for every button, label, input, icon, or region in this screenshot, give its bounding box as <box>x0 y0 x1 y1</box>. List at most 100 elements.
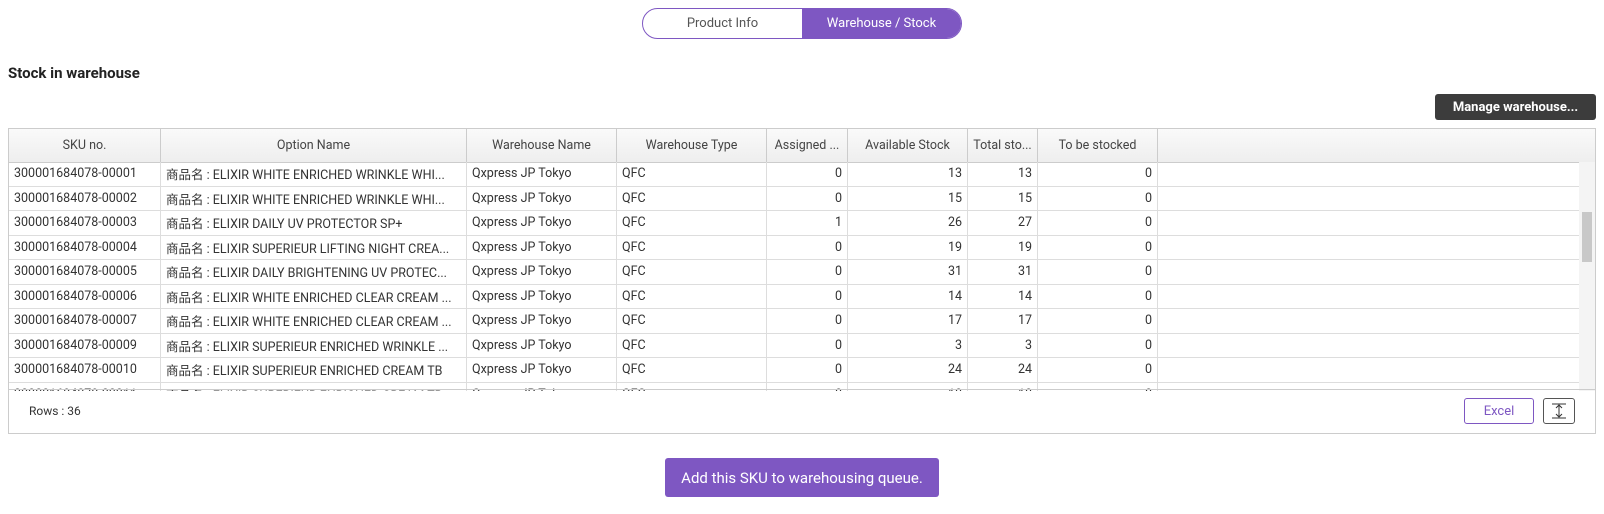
row-count: Rows : 36 <box>29 404 81 418</box>
table-cell: 0 <box>767 333 848 357</box>
table-cell: 0 <box>1038 162 1158 186</box>
table-cell: 10 <box>968 382 1038 391</box>
data-grid: SKU no. Option Name Warehouse Name Warehous… <box>8 128 1596 434</box>
table-cell: 24 <box>968 358 1038 382</box>
table-cell: QFC <box>617 162 767 186</box>
scroll-thumb[interactable] <box>1582 212 1592 262</box>
grid-footer: Rows : 36 Excel <box>9 389 1595 433</box>
table-cell: 31 <box>968 260 1038 284</box>
table-cell: 商品名 : ELIXIR SUPERIEUR ENRICHED WRINKLE … <box>161 333 467 357</box>
table-cell: 14 <box>848 284 968 308</box>
table-cell: 0 <box>767 284 848 308</box>
table-cell: 0 <box>1038 382 1158 391</box>
table-cell: 17 <box>848 309 968 333</box>
table-cell: 24 <box>848 358 968 382</box>
table-row: 300001684078-00002 商品名 : ELIXIR WHITE ENR… <box>9 186 1595 211</box>
icon-button[interactable] <box>1543 398 1575 424</box>
table-cell: 商品名 : ELIXIR WHITE ENRICHED CLEAR CREAM … <box>161 284 467 308</box>
table-cell: 15 <box>968 186 1038 210</box>
table-cell: 300001684078-00011 <box>9 382 161 391</box>
table-cell: Qxpress JP Tokyo <box>467 260 617 284</box>
table-row: 300001684078-00007 商品名 : ELIXIR WHITE ENR… <box>9 309 1595 334</box>
table-cell: 0 <box>767 260 848 284</box>
table-cell: QFC <box>617 235 767 259</box>
table-cell: QFC <box>617 284 767 308</box>
table-cell: 300001684078-00010 <box>9 358 161 382</box>
table-cell: 300001684078-00007 <box>9 309 161 333</box>
table-cell: 10 <box>848 382 968 391</box>
table-cell: 1 <box>767 211 848 235</box>
button[interactable]: Excel <box>1464 398 1534 424</box>
table-cell: Qxpress JP Tokyo <box>467 358 617 382</box>
table-cell: 300001684078-00005 <box>9 260 161 284</box>
button[interactable]: Add this SKU to warehousing queue. <box>665 458 939 497</box>
table-cell: 0 <box>767 162 848 186</box>
table-cell: 0 <box>1038 284 1158 308</box>
table-cell: 300001684078-00001 <box>9 162 161 186</box>
tab[interactable]: Product Info <box>686 16 759 31</box>
table-row: 300001684078-00006 商品名 : ELIXIR WHITE ENR… <box>9 284 1595 309</box>
table-row: 300001684078-00010 商品名 : ELIXIR SUPERIEUR… <box>9 358 1595 383</box>
column-header: SKU no. <box>9 129 161 162</box>
table-cell: QFC <box>617 358 767 382</box>
column-header: To be stocked <box>1038 129 1158 162</box>
table-cell: 19 <box>848 235 968 259</box>
table-cell: 3 <box>968 333 1038 357</box>
table-cell: 300001684078-00003 <box>9 211 161 235</box>
column-header: Total sto... <box>968 129 1038 162</box>
section-title: Stock in warehouse <box>8 64 140 82</box>
table-cell: Qxpress JP Tokyo <box>467 162 617 186</box>
icon <box>1552 403 1566 419</box>
table-cell: 3 <box>848 333 968 357</box>
table-cell: 13 <box>848 162 968 186</box>
table-cell: QFC <box>617 260 767 284</box>
table-cell: 31 <box>848 260 968 284</box>
table-cell: 商品名 : ELIXIR WHITE ENRICHED WRINKLE WHI.… <box>161 186 467 210</box>
table-row: 300001684078-00009 商品名 : ELIXIR SUPERIEUR… <box>9 333 1595 358</box>
table-cell: 商品名 : ELIXIR SUPERIEUR ENRICHED CREAM TB <box>161 358 467 382</box>
column-header: Assigned ... <box>767 129 848 162</box>
table-cell: 13 <box>968 162 1038 186</box>
table-cell: 商品名 : ELIXIR DAILY BRIGHTENING UV PROTEC… <box>161 260 467 284</box>
table-cell: QFC <box>617 333 767 357</box>
column-header: Warehouse Type <box>617 129 767 162</box>
table-cell: 0 <box>1038 333 1158 357</box>
table-cell: 商品名 : ELIXIR SUPERIEUR LIFTING NIGHT CRE… <box>161 235 467 259</box>
table-cell: Qxpress JP Tokyo <box>467 211 617 235</box>
table-cell: 0 <box>767 186 848 210</box>
column-header: Warehouse Name <box>467 129 617 162</box>
table-row: 300001684078-00003 商品名 : ELIXIR DAILY UV … <box>9 211 1595 236</box>
table-cell: 300001684078-00002 <box>9 186 161 210</box>
tab-bar: Product Info Warehouse / Stock <box>642 8 962 39</box>
table-row: 300001684078-00004 商品名 : ELIXIR SUPERIEUR… <box>9 235 1595 260</box>
table-cell: 0 <box>1038 211 1158 235</box>
table-cell: 14 <box>968 284 1038 308</box>
table-cell: 商品名 : ELIXIR WHITE ENRICHED CLEAR CREAM … <box>161 309 467 333</box>
table-cell: QFC <box>617 211 767 235</box>
table-row: 300001684078-00001 商品名 : ELIXIR WHITE ENR… <box>9 162 1595 187</box>
table-cell: 0 <box>767 309 848 333</box>
table-cell: 0 <box>1038 309 1158 333</box>
table-cell: QFC <box>617 382 767 391</box>
button[interactable]: Manage warehouse... <box>1435 94 1596 120</box>
table-cell: QFC <box>617 309 767 333</box>
table-cell: Qxpress JP Tokyo <box>467 309 617 333</box>
table-cell: 0 <box>1038 260 1158 284</box>
table-cell: 300001684078-00004 <box>9 235 161 259</box>
table-cell: 300001684078-00006 <box>9 284 161 308</box>
column-header: Option Name <box>161 129 467 162</box>
table-cell: Qxpress JP Tokyo <box>467 186 617 210</box>
table-cell: QFC <box>617 186 767 210</box>
table-cell: Qxpress JP Tokyo <box>467 382 617 391</box>
table-cell: 0 <box>767 382 848 391</box>
table-cell: 商品名 : ELIXIR DAILY UV PROTECTOR SP+ <box>161 211 467 235</box>
scrollbar[interactable] <box>1579 162 1595 391</box>
table-cell: 19 <box>968 235 1038 259</box>
table-row: 300001684078-00005 商品名 : ELIXIR DAILY BRI… <box>9 260 1595 285</box>
table-cell: 0 <box>1038 235 1158 259</box>
tab[interactable]: Warehouse / Stock <box>802 9 961 38</box>
table-cell: 26 <box>848 211 968 235</box>
table-cell: 17 <box>968 309 1038 333</box>
table-cell: Qxpress JP Tokyo <box>467 284 617 308</box>
